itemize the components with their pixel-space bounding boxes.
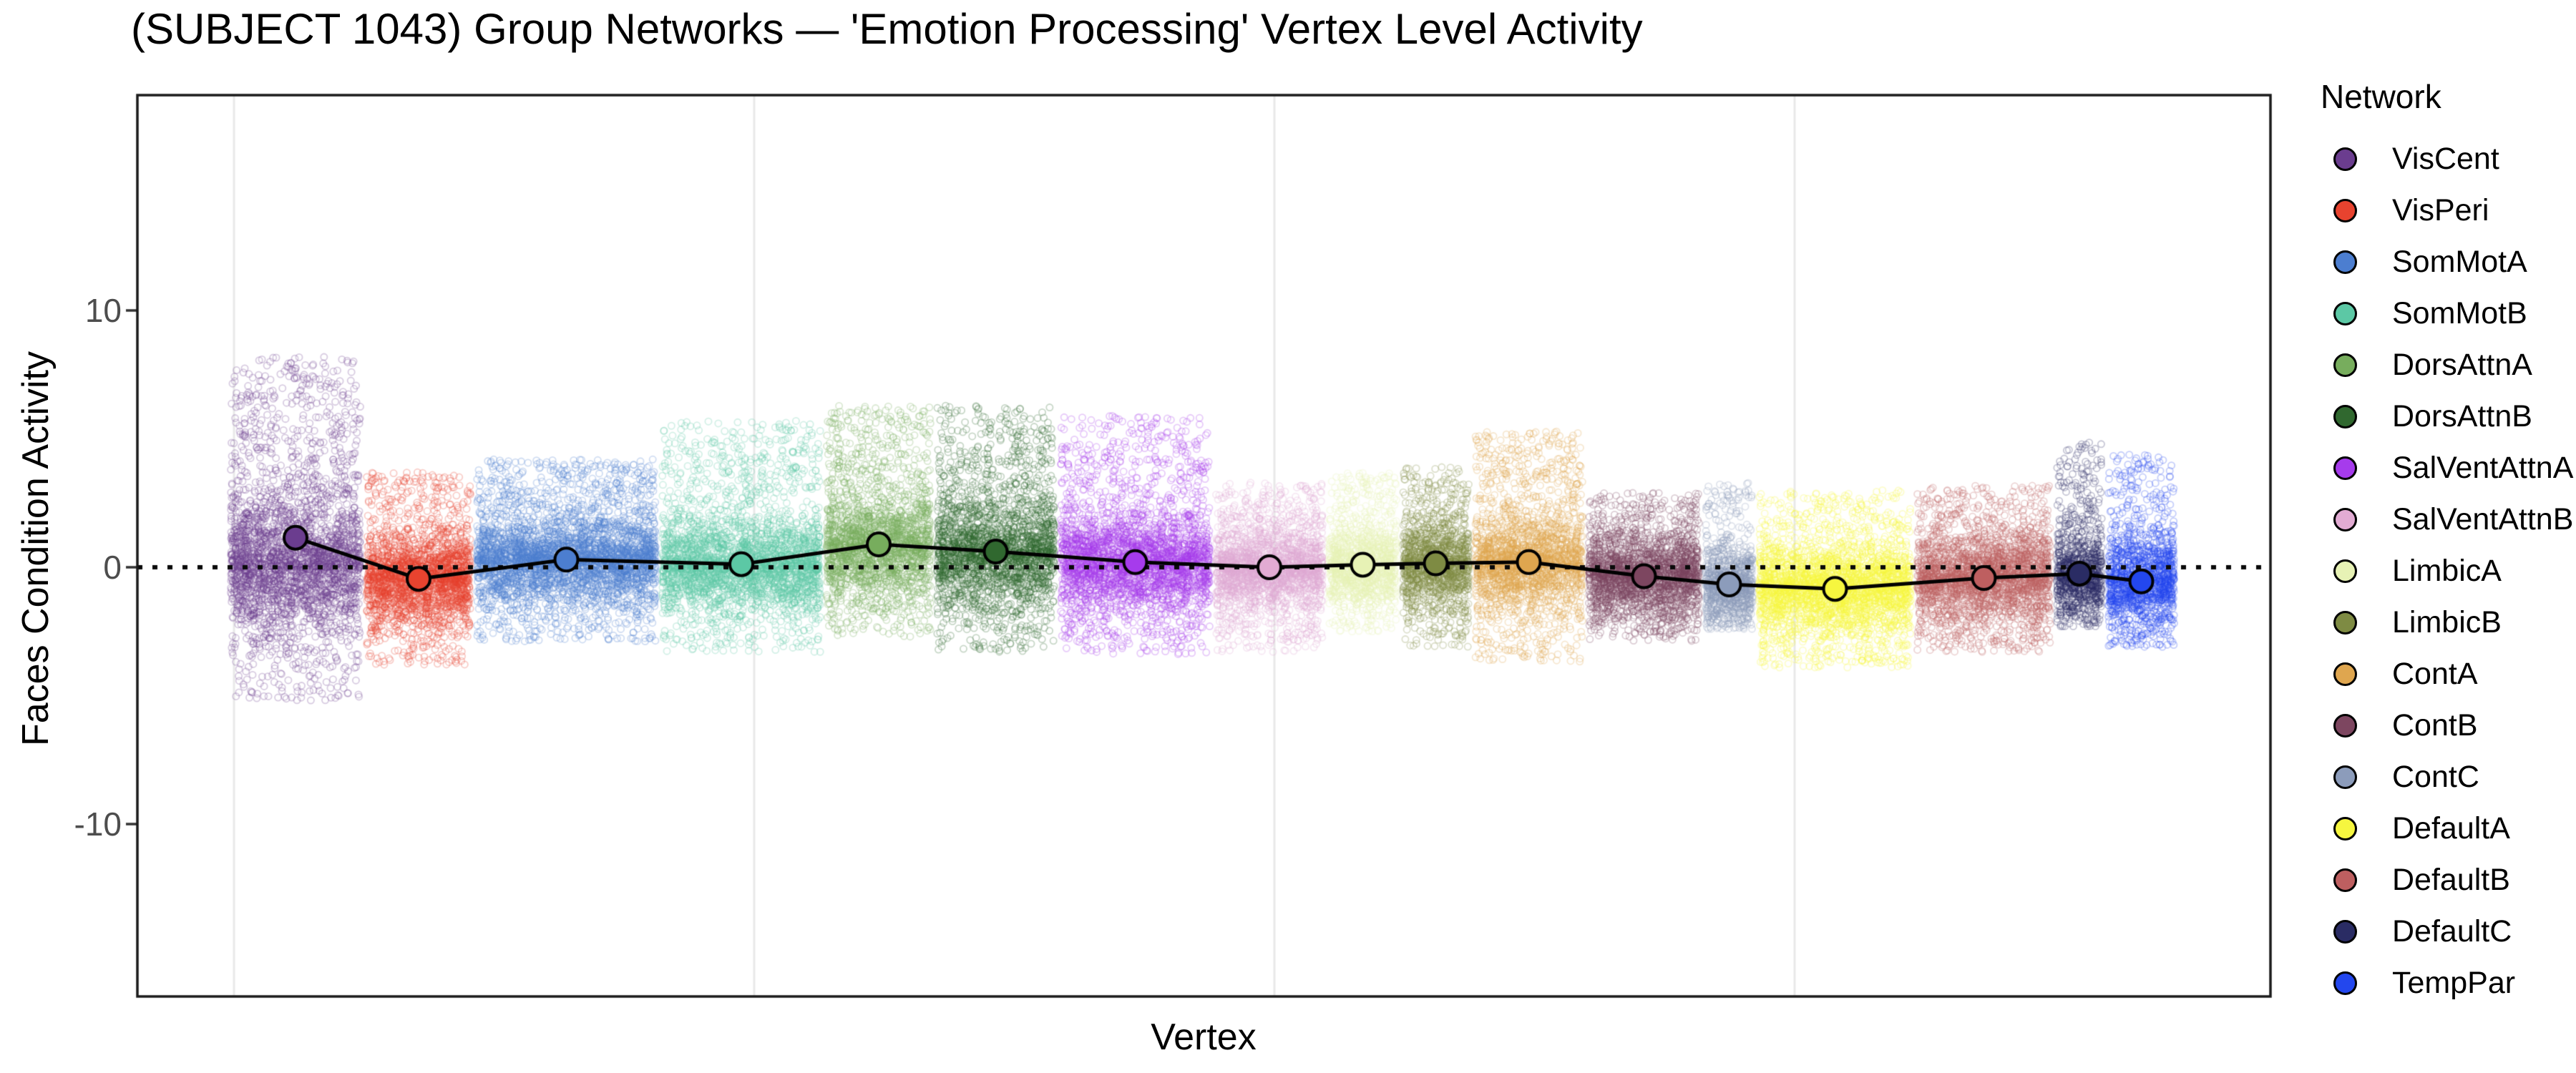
legend-swatch-icon xyxy=(2333,816,2357,841)
legend-label: SalVentAttnA xyxy=(2392,450,2574,485)
legend-item-DorsAttnA: DorsAttnA xyxy=(2321,339,2571,391)
legend-label: ContA xyxy=(2392,656,2478,691)
legend-label: DefaultB xyxy=(2392,862,2510,897)
legend-swatch-icon xyxy=(2333,868,2357,892)
legend-swatch-icon xyxy=(2333,456,2357,480)
y-tick-label-minus10: -10 xyxy=(74,805,122,843)
legend-label: DorsAttnA xyxy=(2392,347,2532,382)
legend-swatch-icon xyxy=(2333,353,2357,377)
legend-item-SalVentAttnA: SalVentAttnA xyxy=(2321,442,2574,494)
legend-swatch-icon xyxy=(2333,559,2357,583)
y-tick-label-0: 0 xyxy=(103,549,122,586)
legend-swatch-icon xyxy=(2333,147,2357,171)
y-tick-label-10: 10 xyxy=(84,292,122,329)
legend-label: ContC xyxy=(2392,759,2479,794)
legend: Network VisCent VisPeri SomMotA SomMotB Dors… xyxy=(2321,77,2574,1009)
legend-item-LimbicB: LimbicB xyxy=(2321,597,2571,648)
legend-swatch-icon xyxy=(2333,250,2357,274)
legend-item-DefaultB: DefaultB xyxy=(2321,854,2571,906)
legend-item-ContB: ContB xyxy=(2321,700,2571,751)
legend-label: DefaultC xyxy=(2392,913,2512,949)
legend-swatch-icon xyxy=(2333,198,2357,222)
legend-items: VisCent VisPeri SomMotA SomMotB DorsAttnA Dor… xyxy=(2321,133,2574,1009)
chart-title: (SUBJECT 1043) Group Networks — 'Emotion… xyxy=(131,5,1643,53)
legend-item-LimbicA: LimbicA xyxy=(2321,545,2571,597)
legend-item-ContC: ContC xyxy=(2321,751,2571,803)
legend-item-SalVentAttnB: SalVentAttnB xyxy=(2321,494,2574,545)
legend-swatch-icon xyxy=(2333,507,2357,531)
legend-label: LimbicB xyxy=(2392,604,2502,640)
legend-item-TempPar: TempPar xyxy=(2321,957,2571,1009)
legend-swatch-icon xyxy=(2333,404,2357,428)
legend-label: DorsAttnB xyxy=(2392,398,2532,433)
legend-swatch-icon xyxy=(2333,765,2357,789)
legend-item-ContA: ContA xyxy=(2321,648,2571,700)
legend-item-DefaultC: DefaultC xyxy=(2321,906,2571,957)
legend-swatch-icon xyxy=(2333,713,2357,738)
legend-label: SomMotA xyxy=(2392,244,2527,279)
legend-item-SomMotB: SomMotB xyxy=(2321,288,2571,339)
legend-item-DefaultA: DefaultA xyxy=(2321,803,2571,854)
legend-label: VisCent xyxy=(2392,141,2499,176)
legend-title: Network xyxy=(2321,78,2441,115)
legend-label: TempPar xyxy=(2392,965,2516,1000)
legend-label: SomMotB xyxy=(2392,295,2527,330)
legend-swatch-icon xyxy=(2333,301,2357,325)
legend-label: ContB xyxy=(2392,707,2478,743)
x-axis-title: Vertex xyxy=(1151,1016,1257,1058)
y-axis-title: Faces Condition Activity xyxy=(15,351,57,747)
legend-swatch-icon xyxy=(2333,919,2357,944)
legend-swatch-icon xyxy=(2333,971,2357,995)
legend-item-VisCent: VisCent xyxy=(2321,133,2571,185)
legend-label: SalVentAttnB xyxy=(2392,501,2574,536)
legend-label: VisPeri xyxy=(2392,192,2489,227)
legend-item-SomMotA: SomMotA xyxy=(2321,236,2571,288)
legend-item-VisPeri: VisPeri xyxy=(2321,185,2571,236)
legend-item-DorsAttnB: DorsAttnB xyxy=(2321,391,2571,442)
legend-swatch-icon xyxy=(2333,662,2357,686)
legend-swatch-icon xyxy=(2333,610,2357,635)
legend-label: LimbicA xyxy=(2392,553,2502,588)
legend-label: DefaultA xyxy=(2392,810,2510,846)
